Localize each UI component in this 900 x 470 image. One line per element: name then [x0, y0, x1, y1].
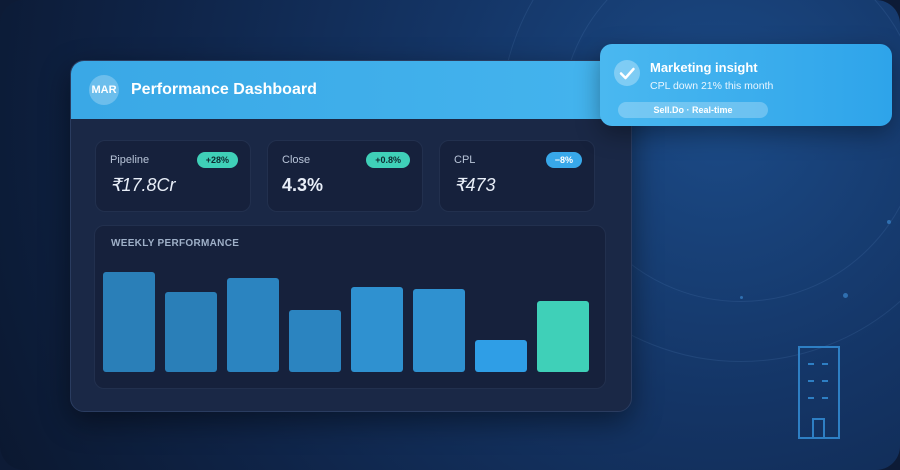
window-title: Performance Dashboard [131, 81, 317, 98]
kpi-change: +28% [196, 152, 238, 168]
kpi-change: −8% [545, 152, 582, 168]
bar [165, 292, 217, 372]
dashboard-window: MAR Performance Dashboard Pipeline ₹17.8… [70, 60, 632, 412]
bar [103, 272, 155, 372]
notification-title: Marketing insight [650, 60, 758, 75]
bar [351, 287, 403, 372]
decor-dot [740, 296, 743, 299]
kpi-card: CPL ₹473 −8% [439, 140, 595, 212]
bar [227, 278, 279, 372]
chart-card: WEEKLY PERFORMANCE [94, 225, 606, 389]
decor-dot [843, 293, 848, 298]
kpi-value: ₹17.8Cr [110, 175, 176, 195]
bar [475, 340, 527, 372]
avatar-badge: MAR [89, 75, 119, 105]
building-icon [798, 346, 840, 439]
notification-message: CPL down 21% this month [650, 80, 774, 92]
bar [537, 301, 589, 372]
kpi-value: 4.3% [282, 175, 324, 195]
chart-title: WEEKLY PERFORMANCE [111, 238, 240, 249]
kpi-label: CPL [454, 154, 476, 166]
kpi-change: +0.8% [366, 152, 410, 168]
notification[interactable]: Marketing insight CPL down 21% this mont… [600, 44, 892, 126]
check-icon [614, 60, 640, 86]
bar-chart [103, 272, 589, 372]
bar [289, 310, 341, 372]
kpi-card: Close 4.3% +0.8% [267, 140, 423, 212]
kpi-label: Close [282, 154, 311, 166]
bar [413, 289, 465, 372]
kpi-card: Pipeline ₹17.8Cr +28% [95, 140, 251, 212]
kpi-label: Pipeline [110, 154, 150, 166]
window-header: MAR Performance Dashboard [71, 61, 631, 119]
decor-dot [887, 220, 891, 224]
kpi-value: ₹473 [454, 175, 496, 195]
notification-tag: Sell.Do · Real-time [618, 102, 768, 118]
